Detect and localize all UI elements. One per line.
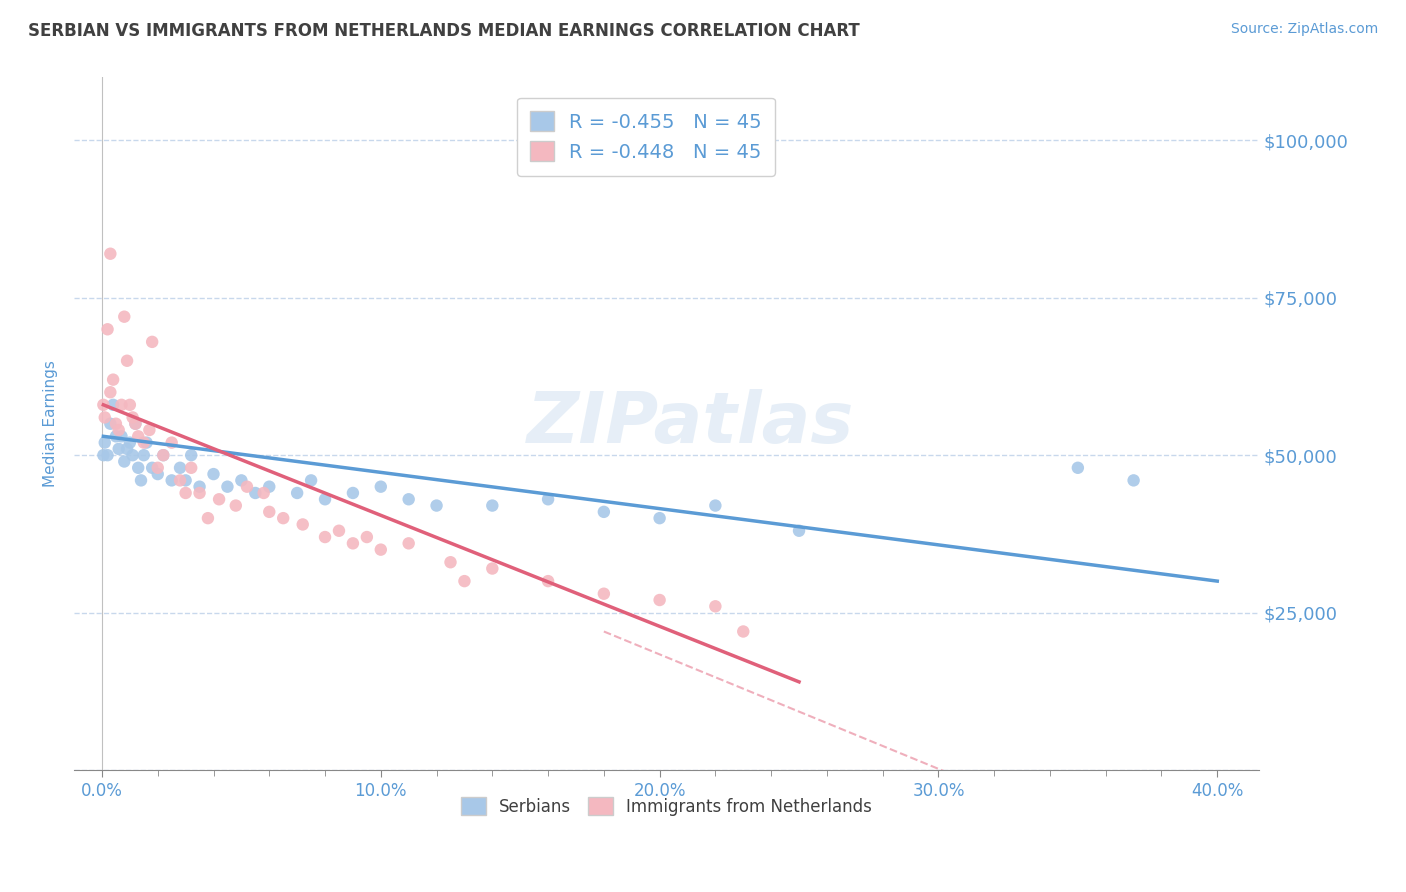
Point [107, 442, 129, 456]
Point [648, 593, 671, 607]
Point [342, 536, 364, 550]
Point [787, 524, 810, 538]
Point [370, 542, 392, 557]
Point [231, 474, 253, 488]
Point [98, 417, 121, 431]
Point [259, 480, 281, 494]
Point [169, 474, 191, 488]
Point [291, 517, 314, 532]
Point [94, 410, 117, 425]
Point [314, 492, 336, 507]
Point [253, 486, 276, 500]
Point [94, 435, 117, 450]
Point [121, 448, 143, 462]
Point [271, 511, 294, 525]
Point [259, 505, 281, 519]
Point [370, 480, 392, 494]
Point [135, 435, 157, 450]
Point [1067, 460, 1090, 475]
Point [93, 448, 115, 462]
Point [160, 435, 183, 450]
Point [121, 410, 143, 425]
Point [118, 435, 141, 450]
Point [129, 474, 152, 488]
Text: SERBIAN VS IMMIGRANTS FROM NETHERLANDS MEDIAN EARNINGS CORRELATION CHART: SERBIAN VS IMMIGRANTS FROM NETHERLANDS M… [28, 22, 860, 40]
Point [328, 524, 350, 538]
Point [314, 530, 336, 544]
Legend: Serbians, Immigrants from Netherlands: Serbians, Immigrants from Netherlands [453, 789, 880, 824]
Point [104, 417, 127, 431]
Point [592, 505, 614, 519]
Point [138, 423, 160, 437]
Point [107, 423, 129, 437]
Point [180, 448, 202, 462]
Text: ZIPatlas: ZIPatlas [527, 389, 853, 458]
Point [245, 486, 267, 500]
Point [132, 435, 155, 450]
Point [124, 417, 146, 431]
Point [174, 474, 197, 488]
Point [285, 486, 308, 500]
Point [180, 460, 202, 475]
Point [101, 373, 124, 387]
Point [152, 448, 174, 462]
Point [225, 499, 247, 513]
Point [169, 460, 191, 475]
Point [115, 442, 138, 456]
Point [104, 429, 127, 443]
Point [356, 530, 378, 544]
Point [425, 499, 447, 513]
Point [481, 561, 503, 575]
Point [132, 448, 155, 462]
Y-axis label: Median Earnings: Median Earnings [44, 360, 58, 487]
Point [398, 536, 420, 550]
Point [124, 417, 146, 431]
Point [439, 555, 461, 569]
Point [704, 599, 727, 614]
Point [236, 480, 259, 494]
Point [208, 492, 231, 507]
Point [93, 398, 115, 412]
Point [110, 429, 132, 443]
Point [704, 499, 727, 513]
Point [96, 322, 118, 336]
Point [141, 334, 163, 349]
Point [112, 454, 135, 468]
Point [342, 486, 364, 500]
Point [118, 398, 141, 412]
Point [152, 448, 174, 462]
Point [146, 467, 169, 481]
Point [127, 460, 149, 475]
Point [202, 467, 225, 481]
Point [197, 511, 219, 525]
Point [299, 474, 322, 488]
Point [112, 310, 135, 324]
Point [101, 398, 124, 412]
Point [537, 492, 560, 507]
Point [188, 486, 211, 500]
Point [453, 574, 475, 588]
Point [648, 511, 671, 525]
Text: Source: ZipAtlas.com: Source: ZipAtlas.com [1230, 22, 1378, 37]
Point [1122, 474, 1144, 488]
Point [481, 499, 503, 513]
Point [217, 480, 239, 494]
Point [141, 460, 163, 475]
Point [188, 480, 211, 494]
Point [110, 398, 132, 412]
Point [733, 624, 755, 639]
Point [127, 429, 149, 443]
Point [98, 385, 121, 400]
Point [146, 460, 169, 475]
Point [592, 587, 614, 601]
Point [537, 574, 560, 588]
Point [398, 492, 420, 507]
Point [98, 246, 121, 260]
Point [160, 474, 183, 488]
Point [96, 448, 118, 462]
Point [174, 486, 197, 500]
Point [115, 353, 138, 368]
